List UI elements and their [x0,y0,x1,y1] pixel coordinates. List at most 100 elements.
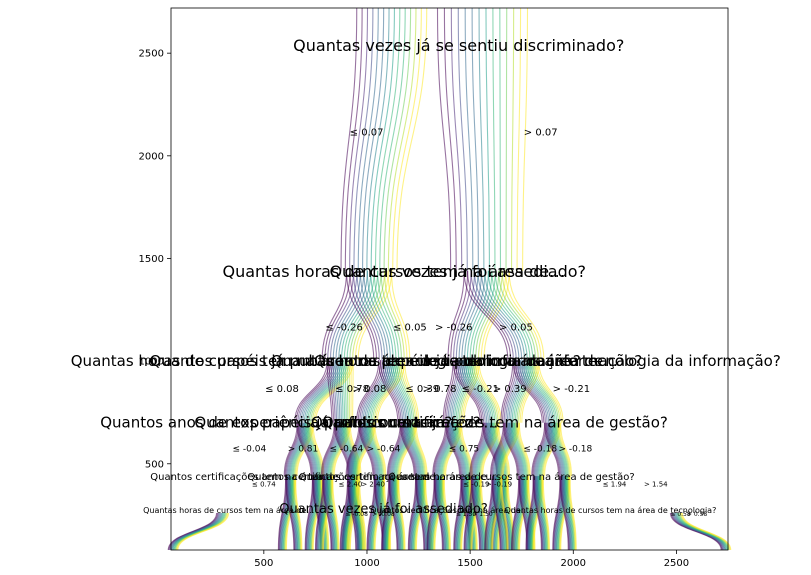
flow-l3-4-b [448,422,464,477]
flow-root-left [392,7,422,271]
y-tick-label: 1500 [139,254,164,265]
flow-l4-0-0-b [291,476,300,551]
flow-l2-3-0 [505,360,520,423]
level1-left-label: ≤ -0.26 [325,322,362,333]
flow-l2-3-0 [513,360,530,423]
flow-l3-2-b [370,422,384,477]
level2-question: Quantos papéis já publicou na área de… [314,352,618,370]
flow-l4-4-0-b [439,476,448,551]
flow-l4-1-0-b [330,476,339,551]
flow-l2-0-0 [308,360,346,423]
flow-l2-0-0 [295,360,330,423]
flow-l2-1-0 [357,360,382,423]
level4-edge-label: ≤ 1.94 [603,480,627,488]
flow-root-left [387,7,417,271]
flow-l1-c [447,270,465,361]
flow-l4-3-0-b [395,476,404,551]
flow-l2-2-1 [464,360,491,423]
flow-l4-3-0-b [393,476,402,551]
flow-l1-c [477,270,503,361]
flow-l3-4-b [453,422,468,477]
flow-tail-right [681,512,732,551]
flow-l3-2-b [373,422,386,477]
level2-right-label: > 0.08 [353,384,387,395]
flow-l3-6-b [511,422,525,477]
flow-l4-7-0-b [539,476,548,551]
flow-l3-2-b [360,422,376,477]
flow-l3-2-b [363,422,378,477]
flow-l1-a [352,270,386,361]
flow-l2-2-1 [472,360,497,423]
flow-l2-1-1 [398,360,415,423]
flow-l4-7-0-b [534,476,544,551]
flow-l1-a [357,270,393,361]
flow-l2-3-0 [508,360,524,423]
flow-l2-0-1 [338,360,342,423]
flow-l2-1-1 [378,360,399,423]
flow-l3-7-b [553,422,568,477]
flow-l4-5-1-b [502,476,511,551]
flow-l2-3-1 [538,360,564,423]
flow-l2-2-1 [458,360,486,423]
flow-l4-2-0-b [350,476,359,551]
flow-l2-3-1 [522,360,551,423]
flow-l3-3-b [402,422,417,477]
flow-l1-b [349,270,378,361]
flow-l1-d [477,270,520,361]
flow-l3-6-b [506,422,521,477]
level1-right-label: > 0.05 [499,322,533,333]
flow-l4-0-0-b [294,476,302,551]
level2-left-label: ≤ -0.21 [462,384,499,395]
level3-edge-label: ≤ -0.04 [233,444,267,454]
flow-l1-b [359,270,386,361]
flow-l2-1-1 [382,360,402,423]
flow-l3-6-b [507,422,522,477]
level3-question: Quantos certificações tem na área de ges… [322,414,668,432]
level2-right-label: > 0.39 [493,384,527,395]
flow-l2-3-0 [521,360,540,423]
flow-l4-7-0-b [540,476,549,551]
flow-l3-6-b [516,422,529,477]
flow-l3-7-b [545,422,561,477]
flow-l2-1-1 [388,360,407,423]
level2-left-label: ≤ 0.78 [335,384,369,395]
flow-l4-2-0-b [351,476,361,551]
flow-root-left [357,7,379,271]
flow-l3-3-b [404,422,419,477]
flow-l2-0-0 [294,360,328,423]
flow-l2-2-1 [452,360,481,423]
flow-l3-0-b [299,422,314,477]
flow-l3-6-b [513,422,527,477]
level5-question: Quantos certificações tem na área de… [370,506,529,515]
flow-l4-1-1-b [358,476,366,551]
flow-l3-2-b [369,422,383,477]
flow-l2-0-1 [352,360,354,423]
flow-root-right [499,7,502,271]
flow-l4-3-1-b [417,476,427,551]
flow-l3-3-b [414,422,427,477]
flow-l3-3-b [405,422,420,477]
flow-l4-2-0-b [349,476,359,551]
flow-l4-7-0-b [536,476,546,551]
flow-root-right [450,7,463,271]
flow-l3-4-b [451,422,466,477]
flow-l3-6-b [518,422,531,477]
level4-edge-label: ≤ 0.74 [252,480,276,488]
flow-l1-d [463,270,509,361]
flow-l2-2-1 [474,360,499,423]
flow-l2-2-0 [447,360,460,423]
flow-l3-4-a [432,422,447,477]
flow-l3-4-b [445,422,461,477]
flow-l1-c [475,270,500,361]
flow-l3-0-b [301,422,316,477]
flow-l3-2-b [359,422,375,477]
flow-l2-2-1 [476,360,501,423]
flow-l1-a [338,270,368,361]
flow-l2-0-1 [342,360,346,423]
flow-l3-3-a [386,422,401,477]
level2-question: Quantas horas de cursos tem na área de t… [271,352,781,370]
flow-l2-1-0 [368,360,396,423]
flow-l1-b [366,270,391,361]
flow-l3-3-b [399,422,415,477]
level5-edge-label: > -0.08 [372,511,395,518]
